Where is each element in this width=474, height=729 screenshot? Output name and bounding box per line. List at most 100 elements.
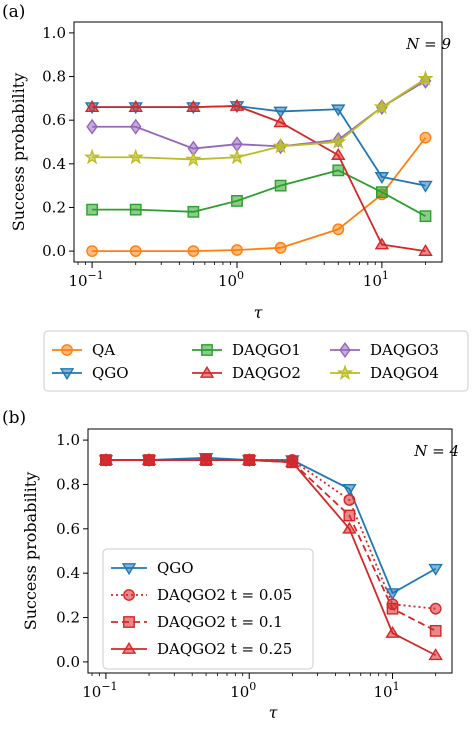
panel-a-legend-marker bbox=[336, 364, 354, 380]
panel-a-point-daqgo2 bbox=[418, 244, 433, 256]
panel-a-plot-area: 0.0 0.2 0.4 0.6 0.8 1.0 10−1 100 101 bbox=[42, 21, 443, 290]
panel-b-axes-frame bbox=[87, 428, 453, 674]
panel-a-point-qgo bbox=[331, 104, 346, 117]
panel-b-point-daqgo2-t-0-25 bbox=[241, 452, 257, 465]
panel-a-xtick-label: 10−1 bbox=[68, 269, 103, 290]
panel-b-ytick-label: 0.8 bbox=[56, 475, 80, 493]
panel-a-legend-marker bbox=[59, 368, 75, 381]
panel-a-label: (a) bbox=[2, 2, 25, 22]
panel-b-point-daqgo2-t-0-25 bbox=[285, 455, 300, 468]
panel-b-annotation: N = 4 bbox=[413, 442, 459, 460]
panel-b-point-qgo bbox=[385, 588, 400, 601]
panel-b-point-daqgo2-t-0-25 bbox=[141, 452, 157, 465]
panel-a-series-qa bbox=[86, 131, 432, 257]
panel-a-legend-frame bbox=[43, 330, 469, 392]
panel-a-point-daqgo1 bbox=[231, 195, 243, 207]
panel-a-legend-label: QA bbox=[92, 341, 115, 359]
panel-a-ytick-label: 0.4 bbox=[42, 155, 66, 173]
panel-b-legend: QGO DAQGO2 t = 0.05 DAQGO2 t = 0.1 DAQGO2 t… bbox=[102, 548, 314, 670]
panel-a-legend: QA DAQGO1 DAQGO3 QGO DAQGO2 DAQGO4 bbox=[43, 330, 469, 392]
panel-b-legend-entry-daqgo2-t-0-25: DAQGO2 t = 0.25 bbox=[111, 640, 292, 658]
panel-b-legend-entry-daqgo2-t-0-05: DAQGO2 t = 0.05 bbox=[111, 586, 292, 604]
panel-a-point-daqgo4 bbox=[127, 148, 144, 165]
panel-a-point-daqgo2 bbox=[128, 100, 143, 112]
panel-b-point-daqgo2-t-0-25 bbox=[385, 626, 400, 638]
panel-a-point-daqgo1 bbox=[375, 186, 388, 199]
panel-b-legend-entry-daqgo2-t-0-1: DAQGO2 t = 0.1 bbox=[111, 613, 283, 631]
panel-b-legend-label: DAQGO2 t = 0.05 bbox=[157, 586, 292, 604]
panel-a-series-daqgo2 bbox=[84, 98, 433, 256]
panel-a-ytick-label: 0.2 bbox=[42, 198, 66, 216]
panel-b-ytick-label: 0.0 bbox=[56, 653, 80, 671]
panel-a-legend-entry-daqgo3: DAQGO3 bbox=[330, 341, 439, 359]
panel-b-legend-label: QGO bbox=[157, 559, 194, 577]
panel-a-legend-label: QGO bbox=[92, 364, 129, 382]
panel-b-xlabel: τ bbox=[269, 703, 279, 722]
panel-a-point-daqgo1 bbox=[129, 203, 142, 216]
panel-b-ytick-label: 1.0 bbox=[56, 431, 80, 449]
panel-a-ytick-label: 0.8 bbox=[42, 68, 66, 86]
panel-a-legend-label: DAQGO3 bbox=[370, 341, 439, 359]
panel-b-xtick-label: 10−1 bbox=[82, 680, 117, 701]
panel-b-legend-label: DAQGO2 t = 0.1 bbox=[157, 613, 283, 631]
panel-b-label: (b) bbox=[2, 408, 26, 428]
panel-a-point-daqgo4 bbox=[272, 137, 289, 154]
panel-b-legend-marker bbox=[121, 641, 137, 654]
panel-b-xtick-label: 101 bbox=[373, 680, 399, 701]
panel-a-series-daqgo4 bbox=[83, 70, 434, 167]
panel-b-point-daqgo2-t-0-25 bbox=[198, 452, 214, 465]
panel-a-line-daqgo2 bbox=[92, 105, 426, 252]
panel-b-legend-label: DAQGO2 t = 0.25 bbox=[157, 640, 292, 658]
panel-a-legend-label: DAQGO1 bbox=[232, 341, 301, 359]
panel-a-point-daqgo1 bbox=[419, 210, 432, 223]
panel-a-line-daqgo1 bbox=[92, 169, 426, 217]
panel-b-point-daqgo2-t-0-25 bbox=[342, 521, 357, 534]
panel-a-point-daqgo1 bbox=[86, 203, 99, 216]
panel-a-point-daqgo4 bbox=[228, 148, 246, 165]
panel-a-legend-entry-qa: QA bbox=[52, 341, 115, 359]
panel-a-point-daqgo1 bbox=[274, 179, 287, 192]
panel-a-legend-marker bbox=[199, 365, 215, 378]
panel-a-point-qgo bbox=[374, 172, 390, 184]
panel-a-point-daqgo1 bbox=[187, 205, 200, 218]
panel-b-point-daqgo2-t-0-05 bbox=[429, 602, 442, 615]
panel-b-ytick-label: 0.6 bbox=[56, 520, 80, 538]
panel-a-legend-label: DAQGO2 bbox=[232, 364, 301, 382]
panel-b-legend-marker bbox=[123, 589, 135, 601]
panel-b-point-daqgo2-t-0-1 bbox=[429, 624, 442, 637]
panel-a-point-qa bbox=[129, 245, 142, 257]
panel-b-xtick-label: 100 bbox=[230, 680, 256, 701]
panel-b-series-daqgo2-t-0-25 bbox=[98, 452, 443, 661]
panel-a-point-qa bbox=[332, 223, 345, 236]
panel-a-point-qa bbox=[231, 244, 243, 256]
panel-a-point-daqgo2 bbox=[229, 98, 245, 111]
panel-b-ylabel: Success probability bbox=[21, 472, 40, 631]
panel-a-point-daqgo4 bbox=[330, 133, 347, 149]
panel-a-legend-marker bbox=[201, 344, 213, 356]
panel-b-legend-marker bbox=[121, 563, 137, 576]
panel-b-ytick-label: 0.2 bbox=[56, 609, 80, 627]
panel-a-point-daqgo4 bbox=[373, 98, 391, 115]
panel-a-line-qa bbox=[92, 137, 427, 252]
panel-b-ytick-label: 0.4 bbox=[56, 564, 80, 582]
panel-a-ytick-label: 0.6 bbox=[42, 111, 66, 129]
panel-b-point-qgo bbox=[428, 563, 443, 576]
panel-b-point-daqgo2-t-0-25 bbox=[428, 648, 443, 661]
panel-b-point-daqgo2-t-0-1 bbox=[386, 602, 399, 615]
panel-a-point-daqgo4 bbox=[83, 148, 101, 165]
panel-a-legend-entry-daqgo2: DAQGO2 bbox=[192, 364, 301, 382]
panel-b-legend-frame bbox=[102, 548, 314, 670]
panel-a-xtick-label: 100 bbox=[218, 269, 244, 290]
panel-a-legend-entry-daqgo1: DAQGO1 bbox=[192, 341, 301, 359]
panel-b-line-daqgo2-t-0-25 bbox=[105, 459, 437, 657]
panel-a-point-daqgo4 bbox=[417, 70, 434, 86]
panel-a-line-daqgo4 bbox=[92, 77, 426, 161]
panel-b-point-daqgo2-t-0-05 bbox=[343, 494, 356, 506]
panel-a-point-daqgo2 bbox=[84, 100, 100, 112]
panel-a-ylabel: Success probability bbox=[9, 73, 28, 232]
panel-a-point-qgo bbox=[418, 180, 433, 193]
panel-a-legend-label: DAQGO4 bbox=[370, 364, 439, 382]
panel-b-line-daqgo2-t-0-05 bbox=[105, 459, 436, 610]
panel-b-point-qgo bbox=[342, 484, 357, 496]
